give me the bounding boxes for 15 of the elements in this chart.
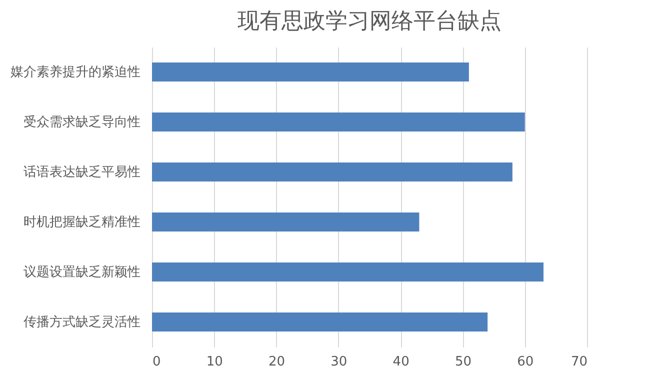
y-tick-label: 话语表达缺乏平易性 [24,165,140,180]
chart-title: 现有思政学习网络平台缺点 [238,9,502,34]
y-tick-label: 传播方式缺乏灵活性 [24,314,140,330]
x-tick-label: 50 [454,354,472,370]
x-tick-label: 70 [570,354,588,370]
y-tick-label: 时机把握缺乏精准性 [24,215,140,230]
x-tick-label: 60 [517,354,534,370]
x-tick-label: 10 [206,354,223,370]
x-tick-label: 20 [268,354,286,370]
x-tick-label: 30 [330,354,348,370]
y-tick-label: 议题设置缺乏新颖性 [24,265,140,280]
x-tick-label: 40 [392,354,410,370]
y-tick-label: 受众需求缺乏导向性 [24,115,140,130]
x-tick-label: 0 [152,354,161,370]
y-tick-label: 媒介素养提升的紧迫性 [10,64,140,80]
